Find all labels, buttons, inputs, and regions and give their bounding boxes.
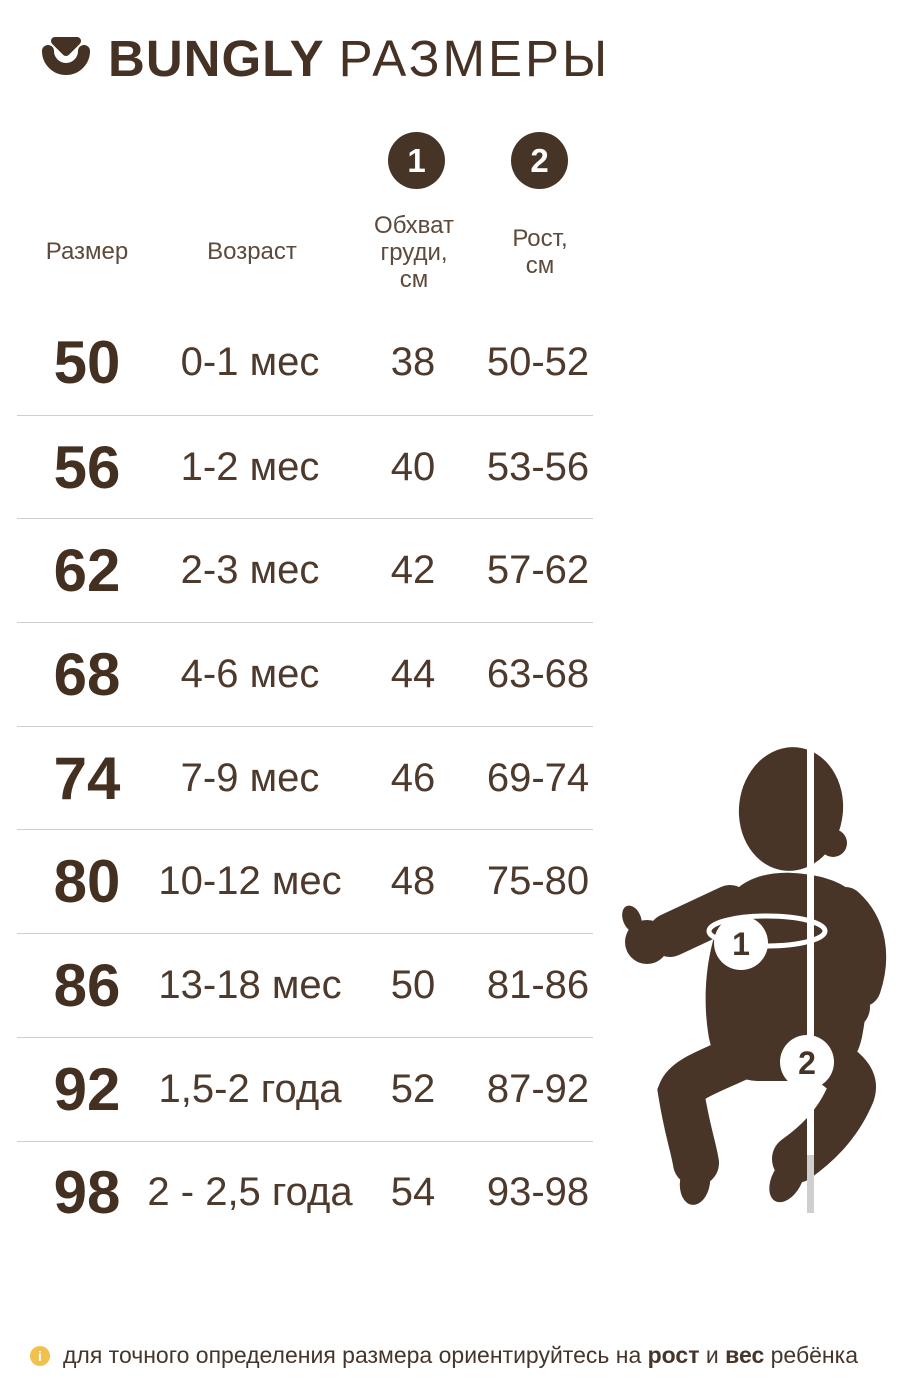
chest-value: 46 [390,755,436,800]
height-value: 63-68 [486,651,590,696]
column-header-size: Размер [45,238,129,265]
diagram-marker-1: 1 [714,916,768,970]
height-value: 75-80 [486,859,590,904]
size-value: 62 [53,537,121,605]
diagram-marker-2: 2 [780,1035,834,1089]
size-table: 50 0-1 мес 38 50-52 56 1-2 мес 40 53-56 … [17,311,593,1244]
diagram-marker-1-label: 1 [732,926,750,962]
note-conjunction: и [699,1342,726,1368]
height-value: 87-92 [486,1066,590,1111]
size-value: 86 [53,951,121,1019]
baby-silhouette [622,747,887,1205]
age-value: 4-6 мес [180,651,320,696]
chest-value: 50 [390,962,436,1007]
height-value: 53-56 [486,444,590,489]
column-header-height: Рост, см [512,225,568,279]
table-row: 68 4-6 мес 44 63-68 [17,622,593,726]
height-value: 69-74 [486,755,590,800]
page-title-word: РАЗМЕРЫ [338,30,611,87]
chest-value: 54 [390,1170,436,1215]
age-value: 10-12 мес [158,859,342,904]
page-title: BUNGLY РАЗМЕРЫ [108,30,610,88]
brand-name: BUNGLY [108,30,325,87]
chest-value: 44 [390,651,436,696]
table-row: 86 13-18 мес 50 81-86 [17,933,593,1037]
column-header-chest: Обхват груди, см [374,212,454,293]
bungly-logo-icon [42,36,90,85]
table-row: 56 1-2 мес 40 53-56 [17,414,593,519]
footer-note-text: для точного определения размера ориентир… [63,1342,858,1369]
table-row: 74 7-9 мес 46 69-74 [17,725,593,830]
chest-value: 42 [390,548,436,593]
chest-value: 52 [390,1066,436,1111]
diagram-marker-2-label: 2 [798,1045,816,1081]
age-value: 2 - 2,5 года [147,1170,353,1215]
age-value: 1-2 мес [180,444,320,489]
table-row: 92 1,5-2 года 52 87-92 [17,1036,593,1141]
info-icon: i [30,1345,50,1366]
chest-value: 38 [390,340,436,385]
height-value: 81-86 [486,962,590,1007]
note-prefix: для точного определения размера ориентир… [63,1342,648,1368]
size-value: 92 [53,1055,121,1123]
height-value: 57-62 [486,548,590,593]
baby-silhouette-diagram: 1 2 [615,735,900,1240]
note-suffix: ребёнка [764,1342,858,1368]
height-value: 50-52 [486,340,590,385]
chest-value: 40 [390,444,436,489]
column-header-age: Возраст [207,238,297,265]
height-measure-line [807,748,814,1213]
age-value: 0-1 мес [180,340,320,385]
size-value: 56 [53,433,121,501]
table-row: 62 2-3 мес 42 57-62 [17,518,593,622]
chest-value: 48 [390,859,436,904]
age-value: 13-18 мес [158,962,342,1007]
size-value: 50 [53,329,121,397]
height-measure-badge: 2 [511,132,568,189]
chest-measure-badge: 1 [388,132,445,189]
size-value: 74 [53,744,121,812]
size-value: 68 [53,640,121,708]
note-weight-word: вес [725,1342,765,1368]
table-row: 98 2 - 2,5 года 54 93-98 [17,1140,593,1245]
age-value: 2-3 мес [180,548,320,593]
height-value: 93-98 [486,1170,590,1215]
age-value: 1,5-2 года [158,1066,342,1111]
table-row: 50 0-1 мес 38 50-52 [17,311,593,415]
age-value: 7-9 мес [180,755,320,800]
size-value: 98 [53,1159,121,1227]
note-height-word: рост [647,1342,700,1368]
size-value: 80 [53,848,121,916]
table-row: 80 10-12 мес 48 75-80 [17,829,593,933]
footer-note: i для точного определения размера ориент… [30,1342,890,1369]
